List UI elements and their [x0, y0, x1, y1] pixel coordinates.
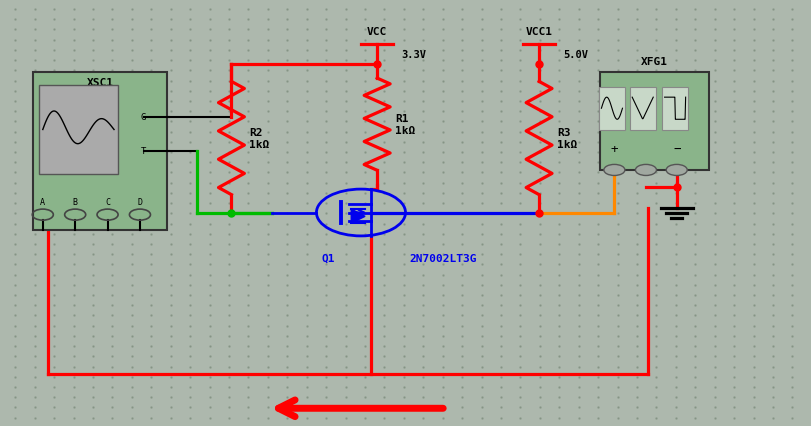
- FancyBboxPatch shape: [599, 88, 625, 130]
- Text: R2
1kΩ: R2 1kΩ: [249, 128, 269, 150]
- FancyBboxPatch shape: [39, 86, 118, 175]
- Circle shape: [604, 165, 625, 176]
- Text: C: C: [105, 198, 110, 207]
- FancyBboxPatch shape: [33, 73, 167, 230]
- Circle shape: [666, 165, 687, 176]
- Text: T: T: [141, 147, 146, 156]
- FancyBboxPatch shape: [600, 73, 709, 170]
- Text: 5.0V: 5.0V: [564, 50, 588, 60]
- FancyBboxPatch shape: [662, 88, 688, 130]
- Text: D: D: [137, 198, 143, 207]
- FancyBboxPatch shape: [630, 88, 655, 130]
- Text: Q1: Q1: [322, 253, 335, 263]
- Text: A: A: [41, 198, 45, 207]
- Text: +: +: [611, 143, 618, 155]
- Text: R3
1kΩ: R3 1kΩ: [557, 128, 577, 150]
- Polygon shape: [351, 210, 365, 224]
- Text: −: −: [673, 143, 680, 155]
- Text: G: G: [141, 113, 146, 122]
- Text: XSC1: XSC1: [87, 78, 114, 88]
- Text: VCC1: VCC1: [526, 27, 552, 37]
- Text: 3.3V: 3.3V: [401, 50, 427, 60]
- Text: XFG1: XFG1: [641, 57, 668, 66]
- Text: B: B: [73, 198, 78, 207]
- Text: R1
1kΩ: R1 1kΩ: [395, 114, 415, 135]
- Text: VCC: VCC: [367, 27, 388, 37]
- Text: 2N7002LT3G: 2N7002LT3G: [410, 253, 477, 263]
- Circle shape: [636, 165, 656, 176]
